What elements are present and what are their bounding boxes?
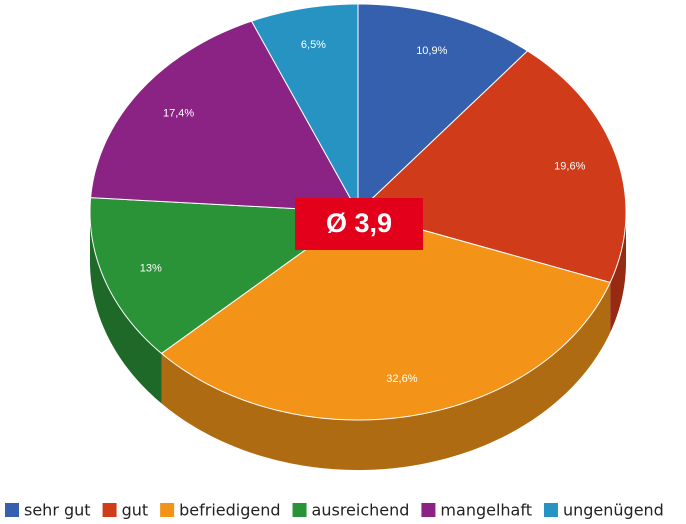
slice — [90, 20, 359, 213]
value-label: 32,6% — [386, 373, 417, 385]
legend-swatch — [292, 503, 307, 517]
slice — [89, 197, 360, 355]
legend-swatch — [543, 503, 558, 517]
value-label: 17,4% — [163, 107, 194, 119]
legend-swatch — [5, 503, 19, 517]
legend-swatch — [421, 503, 436, 517]
legend-label: gut — [122, 501, 149, 520]
slice — [160, 211, 611, 421]
value-label: 10,9% — [416, 45, 447, 57]
legend-label: mangelhaft — [440, 501, 532, 520]
annotation-box — [295, 198, 423, 250]
slice — [250, 3, 359, 214]
slice — [357, 3, 529, 214]
legend-label: sehr gut — [24, 501, 91, 520]
value-label: 19,6% — [554, 160, 585, 172]
value-label: 13% — [140, 263, 162, 275]
legend-label: ausreichend — [312, 501, 410, 520]
slice-side — [90, 212, 162, 404]
legend-swatch — [160, 503, 175, 517]
value-label: 6,5% — [301, 39, 326, 51]
legend-label: befriedigend — [179, 501, 280, 520]
slice — [357, 50, 627, 284]
slice-side — [161, 282, 611, 470]
slice-side — [610, 212, 626, 333]
legend-swatch — [102, 503, 117, 517]
legend-label: ungenügend — [563, 501, 664, 520]
annotation: Ø 3,9 — [326, 208, 392, 238]
